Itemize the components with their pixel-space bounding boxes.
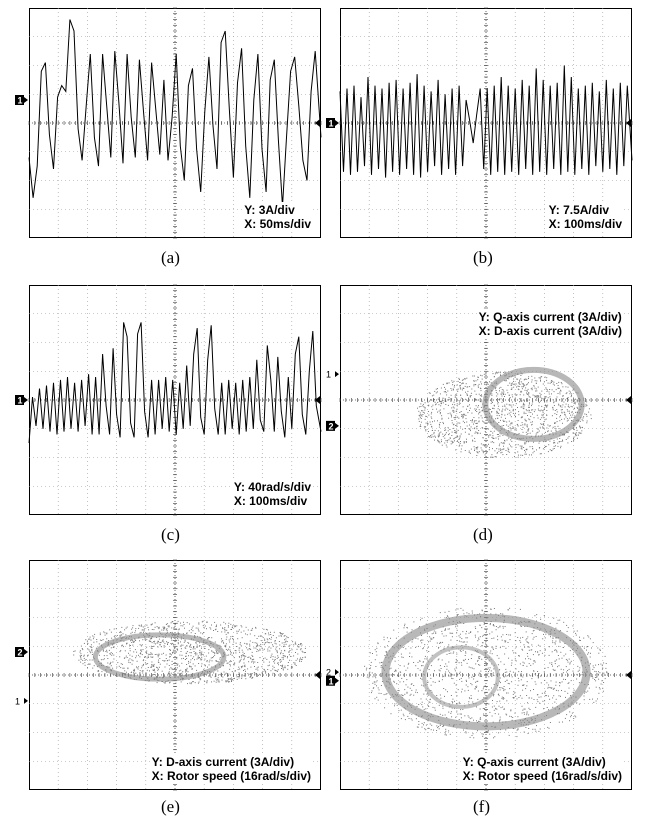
- caption-a: (a): [161, 248, 180, 267]
- scope-panel-c: 1 Y: 40rad/s/div X: 100ms/div: [15, 284, 322, 516]
- channel-1-marker: 1: [15, 95, 28, 106]
- svg-text:1: 1: [18, 396, 23, 406]
- svg-text:2: 2: [326, 668, 331, 678]
- channel-2-marker: 2: [15, 647, 28, 658]
- caption-f: (f): [473, 797, 490, 816]
- svg-text:1: 1: [326, 370, 331, 380]
- settings-label-c: Y: 40rad/s/div X: 100ms/div: [231, 479, 313, 509]
- phase-plot-points: [73, 620, 306, 685]
- scope-panel-b: 1 Y: 7.5A/div X: 100ms/div: [326, 7, 633, 239]
- y-scale-label: Y: 40rad/s/div: [233, 480, 311, 494]
- trigger-marker: [626, 671, 631, 679]
- waveform-trace: [28, 19, 322, 207]
- x-scale-label: X: 50ms/div: [244, 217, 311, 231]
- phase-plot-points: [364, 607, 609, 739]
- orbit-band: [482, 366, 585, 442]
- y-scale-label: Y: 7.5A/div: [548, 203, 610, 217]
- channel-1-marker: 1: [15, 696, 28, 706]
- svg-text:1: 1: [15, 696, 20, 706]
- channel-1-marker: 1: [326, 675, 339, 686]
- scope-screen-b: 1: [326, 7, 633, 239]
- svg-text:2: 2: [329, 421, 334, 431]
- settings-label-e: Y: D-axis current (3A/div) X: Rotor spee…: [149, 754, 313, 784]
- y-scale-label: Y: D-axis current (3A/div): [151, 755, 295, 769]
- caption-e: (e): [161, 797, 180, 816]
- settings-label-a: Y: 3A/div X: 50ms/div: [242, 202, 313, 232]
- scope-screen-c: 1: [15, 284, 322, 516]
- settings-label-b: Y: 7.5A/div X: 100ms/div: [546, 202, 624, 232]
- x-scale-label: X: 100ms/div: [548, 217, 622, 231]
- x-scale-label: X: D-axis current (3A/div): [478, 324, 622, 338]
- orbit-band: [381, 613, 591, 731]
- phase-plot-points: [417, 366, 592, 458]
- trigger-marker: [315, 671, 320, 679]
- settings-label-f: Y: Q-axis current (3A/div) X: Rotor spee…: [460, 754, 624, 784]
- orbit-band: [92, 632, 227, 682]
- svg-text:2: 2: [18, 648, 23, 658]
- channel-1-marker: 1: [326, 370, 339, 380]
- x-scale-label: X: Rotor speed (16rad/s/div): [151, 769, 311, 783]
- x-scale-label: X: 100ms/div: [233, 494, 308, 508]
- y-scale-label: Y: Q-axis current (3A/div): [478, 310, 622, 324]
- y-scale-label: Y: 3A/div: [244, 203, 295, 217]
- trigger-marker: [315, 119, 320, 127]
- settings-label-d: Y: Q-axis current (3A/div) X: D-axis cur…: [476, 309, 624, 339]
- channel-2-marker: 2: [326, 668, 339, 678]
- svg-text:1: 1: [329, 119, 334, 129]
- waveform-trace: [28, 322, 322, 444]
- svg-text:1: 1: [18, 96, 23, 106]
- waveform-trace: [339, 65, 633, 178]
- caption-c: (c): [161, 525, 180, 544]
- scope-screen-e: 21: [15, 559, 322, 791]
- svg-text:1: 1: [329, 676, 334, 686]
- channel-1-marker: 1: [15, 395, 28, 406]
- channel-1-marker: 1: [326, 118, 339, 129]
- channel-2-marker: 2: [326, 420, 339, 431]
- scope-screen-f: 21: [326, 559, 633, 791]
- caption-d: (d): [473, 525, 493, 544]
- trigger-marker: [315, 396, 320, 404]
- trigger-marker: [626, 396, 631, 404]
- y-scale-label: Y: Q-axis current (3A/div): [462, 755, 606, 769]
- scope-screen-a: 1: [15, 7, 322, 239]
- caption-b: (b): [473, 248, 493, 267]
- x-scale-label: X: Rotor speed (16rad/s/div): [462, 769, 622, 783]
- scope-panel-d: 1 2 Y: Q-axis current (3A/div) X: D-axis …: [326, 284, 633, 516]
- orbit-band-inner: [422, 645, 500, 709]
- scope-panel-a: 1 Y: 3A/div X: 50ms/div: [15, 7, 322, 239]
